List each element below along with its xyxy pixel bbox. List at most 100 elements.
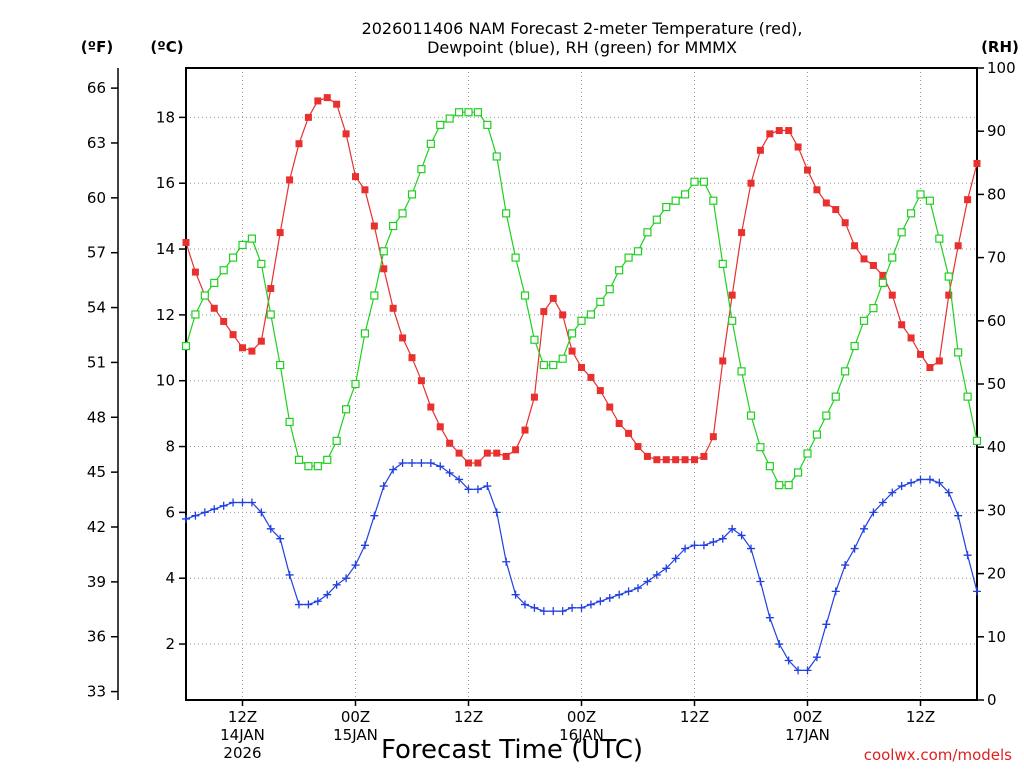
x-tick-label: 00Z — [567, 708, 596, 726]
dewpoint-point — [200, 508, 209, 517]
rh-point — [615, 266, 624, 275]
temperature-point — [502, 452, 510, 460]
dewpoint-point — [191, 511, 200, 520]
dewpoint-point — [511, 590, 520, 599]
rh-point — [605, 285, 614, 294]
rh-tick-label: 90 — [987, 122, 1006, 140]
dewpoint-point — [728, 524, 737, 533]
dewpoint-point — [860, 524, 868, 533]
rh-point — [200, 291, 209, 300]
fahrenheit-tick-label: 57 — [87, 244, 106, 262]
dewpoint-point — [803, 666, 812, 675]
rh-point — [746, 411, 756, 420]
dewpoint-point — [182, 514, 190, 523]
dewpoint-point — [323, 590, 332, 599]
rh-point — [822, 411, 831, 420]
rh-point — [662, 202, 671, 212]
rh-point — [407, 190, 417, 199]
temperature-point — [625, 429, 633, 437]
rh-point — [577, 316, 586, 325]
rh-point — [803, 449, 812, 458]
rh-point — [332, 436, 341, 445]
rh-point — [238, 240, 247, 250]
rh-point — [859, 316, 869, 325]
rh-point — [228, 253, 238, 262]
rh-point — [728, 316, 737, 325]
dewpoint-point — [784, 656, 793, 665]
fahrenheit-tick-label: 33 — [87, 683, 106, 701]
temperature-point — [841, 219, 849, 227]
temperature-point — [794, 143, 802, 151]
x-tick-label: 00Z — [793, 708, 822, 726]
temperature-point — [804, 166, 811, 174]
rh-point — [633, 247, 643, 256]
temperature-point — [191, 268, 199, 276]
rh-point — [850, 341, 859, 351]
temperature-point — [709, 433, 717, 441]
dewpoint-point — [681, 544, 690, 553]
rh-point — [567, 329, 577, 338]
dewpoint-point — [747, 544, 755, 553]
dewpoint-point — [229, 498, 238, 507]
dewpoint-point — [944, 488, 953, 497]
dewpoint-point — [568, 603, 577, 612]
dewpoint-point — [558, 607, 567, 616]
dewpoint-point — [473, 485, 482, 494]
rh-point — [944, 272, 953, 281]
dewpoint-point — [285, 570, 294, 579]
celsius-tick-label: 8 — [165, 438, 175, 456]
temperature-point — [276, 229, 284, 237]
temperature-point — [832, 206, 840, 214]
temperature-point — [512, 446, 520, 454]
temperature-point — [540, 308, 548, 316]
rh-point — [370, 291, 379, 300]
series-rh — [181, 108, 982, 490]
dewpoint-point — [304, 600, 313, 609]
rh-point — [558, 354, 567, 363]
rh-point — [925, 196, 935, 205]
rh-point — [690, 177, 699, 186]
fahrenheit-unit-label: (ºF) — [81, 38, 113, 56]
rh-point — [699, 177, 709, 186]
rh-point — [784, 481, 793, 490]
rh-point — [360, 329, 370, 338]
temperature-point — [455, 449, 463, 457]
dewpoint-point — [850, 544, 859, 553]
dewpoint-point — [812, 653, 821, 662]
x-tick-label: 14JAN — [220, 726, 265, 744]
x-tick-label: 15JAN — [333, 726, 378, 744]
temperature-point — [427, 403, 435, 411]
chart-title-line-2: Dewpoint (blue), RH (green) for MMMX — [427, 38, 737, 57]
fahrenheit-tick-label: 63 — [87, 134, 106, 152]
dewpoint-point — [699, 541, 708, 550]
temperature-point — [559, 311, 567, 319]
rh-point — [775, 481, 784, 490]
dewpoint-point — [342, 574, 351, 583]
temperature-point — [813, 186, 821, 194]
temperature-point — [474, 459, 482, 467]
temperature-point — [295, 140, 303, 148]
temperature-point — [389, 304, 397, 312]
temperature-point — [267, 285, 275, 293]
dewpoint-point — [426, 459, 435, 467]
rh-point — [596, 297, 605, 306]
rh-point — [831, 392, 840, 401]
rh-point — [502, 209, 511, 218]
temperature-point — [926, 364, 934, 372]
temperature-point — [785, 127, 793, 135]
dewpoint-point — [841, 561, 850, 570]
rh-point — [756, 443, 765, 452]
dewpoint-point — [389, 465, 398, 474]
dewpoint-point — [276, 534, 285, 543]
x-tick-label: 12Z — [454, 708, 483, 726]
dewpoint-point — [436, 462, 445, 471]
celsius-tick-label: 16 — [156, 174, 175, 192]
rh-point — [294, 455, 304, 464]
rh-point — [549, 360, 558, 370]
dewpoint-point — [643, 577, 652, 586]
rh-point — [398, 209, 407, 218]
rh-point — [445, 114, 454, 123]
temperature-point — [446, 439, 454, 447]
rh-point — [841, 367, 850, 376]
